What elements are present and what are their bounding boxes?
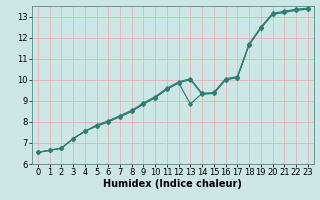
X-axis label: Humidex (Indice chaleur): Humidex (Indice chaleur) xyxy=(103,179,242,189)
